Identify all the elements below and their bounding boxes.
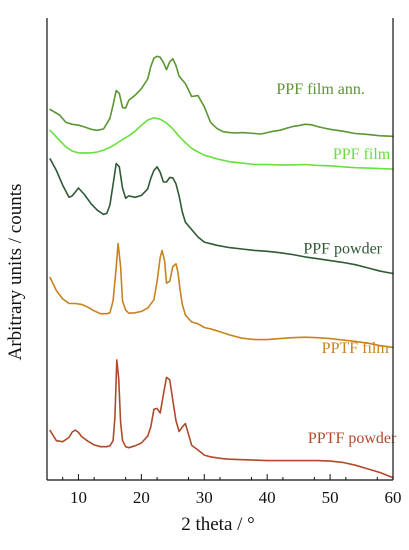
x-ticks: 10 20 30 40 50 60 [62, 474, 402, 507]
x-tick-label-40: 40 [259, 488, 276, 507]
x-tick-label-10: 10 [70, 488, 87, 507]
x-tick-label-30: 30 [196, 488, 213, 507]
x-axis-title: 2 theta / ° [181, 514, 255, 535]
x-tick-label-60: 60 [385, 488, 402, 507]
series-label-ppf-film: PPF film [333, 146, 391, 163]
series-labels: PPF film ann. PPF film PPF powder PPTF film… [276, 81, 397, 447]
series-lines [49, 55, 394, 479]
series-line-ppf-film [49, 117, 394, 170]
series-label-ppf-powder: PPF powder [303, 241, 382, 258]
series-label-ppf-film-ann: PPF film ann. [276, 81, 364, 98]
x-tick-label-50: 50 [322, 488, 339, 507]
series-line-pptf-film [49, 242, 394, 349]
y-axis-title: Arbitrary units / counts [5, 184, 26, 361]
series-label-pptf-film: PPTF film [322, 340, 390, 357]
series-line-ppf-powder [49, 158, 394, 275]
series-line-pptf-powder [49, 359, 394, 479]
series-line-ppf-film-ann [49, 55, 394, 138]
series-label-pptf-powder: PPTF powder [308, 430, 397, 447]
x-tick-label-20: 20 [133, 488, 150, 507]
